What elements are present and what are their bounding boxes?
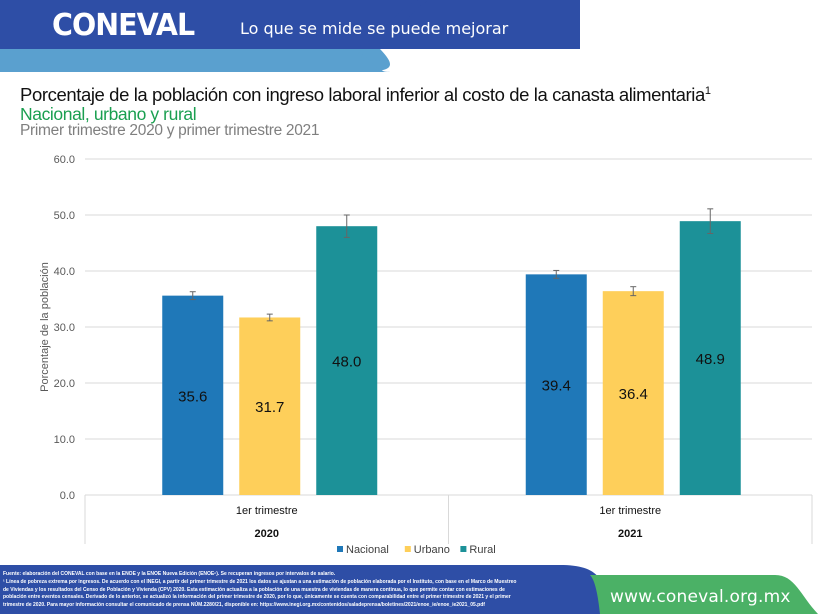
footer-wave-graphic [0, 565, 818, 614]
y-tick-label: 50.0 [54, 210, 75, 222]
legend-label-nacional: Nacional [346, 544, 389, 556]
footer-source: Fuente: elaboración del CONEVAL con base… [3, 571, 336, 577]
coneval-logo: CONEVAL [52, 8, 195, 43]
bar-urbano [239, 317, 301, 495]
chart-title-text: Porcentaje de la población con ingreso l… [20, 84, 705, 105]
y-axis-label: Porcentaje de la población [39, 262, 51, 392]
y-tick-label: 0.0 [60, 490, 75, 502]
header-banner: CONEVAL Lo que se mide se puede mejorar [0, 0, 818, 78]
bar-urbano [602, 291, 664, 495]
legend-label-rural: Rural [469, 544, 495, 556]
data-label: 35.6 [178, 388, 207, 405]
y-tick-label: 60.0 [54, 154, 75, 166]
chart-subtitle: Nacional, urbano y rural [20, 104, 197, 124]
bar-nacional [525, 274, 587, 495]
x-subcategory-label: 1er trimestre [236, 505, 298, 517]
bar-nacional [162, 295, 224, 495]
bar-chart: 0.0 10.0 20.0 30.0 40.0 50.0 60.0 Porcentaje de… [39, 154, 813, 556]
footer-banner: Fuente: elaboración del CONEVAL con base… [0, 565, 818, 614]
legend-label-urbano: Urbano [414, 544, 450, 556]
data-label: 36.4 [619, 386, 648, 403]
data-label: 31.7 [255, 399, 284, 416]
footer-note-line: trimestre de 2020. Para mayor informació… [3, 602, 485, 609]
y-tick-label: 30.0 [54, 322, 75, 334]
chart-period: Primer trimestre 2020 y primer trimestre… [20, 122, 320, 139]
chart-title: Porcentaje de la población con ingreso l… [20, 84, 711, 106]
x-category-label: 2020 [255, 528, 279, 540]
y-tick-label: 10.0 [54, 434, 75, 446]
coneval-website-link[interactable]: www.coneval.org.mx [610, 587, 791, 607]
footer-note-line: ¹ Línea de pobreza extrema por ingresos.… [3, 578, 517, 585]
data-label: 39.4 [542, 378, 571, 395]
legend-swatch-urbano [404, 546, 411, 552]
footer-note-line: de Viviendas y los resultados del Censo … [3, 586, 505, 593]
bar-rural [316, 226, 378, 495]
y-tick-label: 40.0 [54, 266, 75, 278]
bar-rural [679, 221, 741, 495]
legend-swatch-nacional [337, 546, 343, 552]
legend-swatch-rural [460, 546, 467, 552]
footnote-marker: 1 [704, 84, 711, 97]
header-slogan: Lo que se mide se puede mejorar [240, 19, 509, 38]
footer-notes: Fuente: elaboración del CONEVAL con base… [3, 571, 603, 610]
header-wave-graphic [0, 0, 580, 72]
x-subcategory-label: 1er trimestre [599, 505, 661, 517]
footer-note-line: población entre eventos censales. Deriva… [3, 594, 511, 601]
y-tick-label: 20.0 [54, 378, 75, 390]
x-category-label: 2021 [618, 528, 642, 540]
data-label: 48.0 [332, 354, 361, 371]
data-label: 48.9 [696, 351, 725, 368]
